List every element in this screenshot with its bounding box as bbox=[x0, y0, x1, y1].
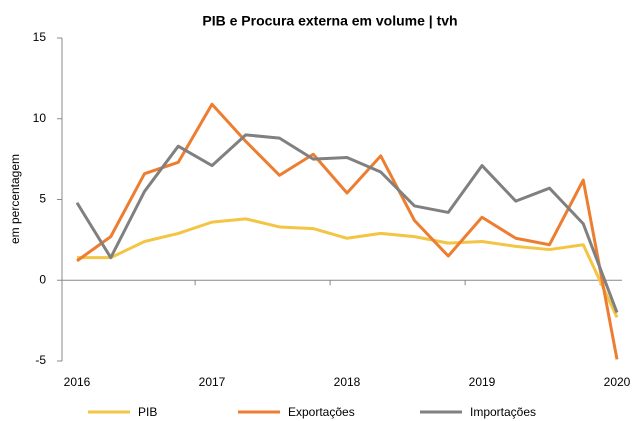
x-tick-label: 2017 bbox=[199, 375, 226, 389]
series-line bbox=[76, 102, 619, 360]
y-tick-label: 5 bbox=[39, 192, 46, 206]
y-axis-label: em percentagem bbox=[8, 154, 22, 244]
series-line bbox=[75, 133, 619, 314]
legend-label: Importações bbox=[470, 405, 536, 419]
x-tick-label: 2018 bbox=[334, 375, 361, 389]
y-tick-label: 0 bbox=[39, 272, 46, 286]
x-tick-label: 2016 bbox=[64, 375, 91, 389]
y-tick-label: -5 bbox=[35, 353, 46, 367]
legend-label: PIB bbox=[138, 405, 157, 419]
y-tick-label: 10 bbox=[33, 111, 47, 125]
legend-label: Exportações bbox=[288, 405, 355, 419]
x-tick-label: 2019 bbox=[469, 375, 496, 389]
series-line bbox=[77, 217, 619, 319]
x-tick-label: 2020 bbox=[604, 375, 631, 389]
chart-title: PIB e Procura externa em volume | tvh bbox=[202, 13, 457, 29]
y-tick-label: 15 bbox=[33, 30, 47, 44]
